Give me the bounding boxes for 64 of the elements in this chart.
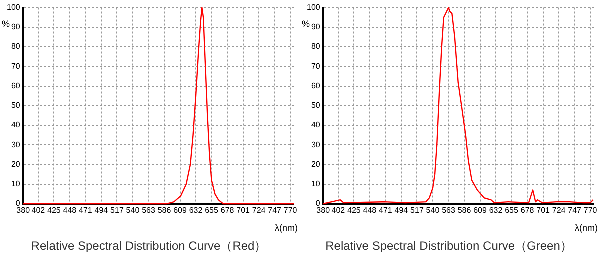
y-tick-label: 0 xyxy=(316,199,321,208)
x-tick-label: 724 xyxy=(552,206,566,216)
y-axis-title: % xyxy=(2,18,10,29)
y-tick-label: 40 xyxy=(311,120,321,130)
x-tick-label: 540 xyxy=(126,206,140,216)
y-tick-label: 80 xyxy=(311,42,321,52)
x-tick-label: 609 xyxy=(474,206,488,216)
x-tick-label: 448 xyxy=(363,206,378,216)
y-tick-label: 60 xyxy=(11,81,21,90)
y-tick-label: 70 xyxy=(311,62,321,71)
x-tick-label: 380 xyxy=(16,206,31,216)
x-tick-label: 402 xyxy=(32,206,46,216)
x-tick-label: 724 xyxy=(252,206,266,216)
y-tick-label: 10 xyxy=(11,180,21,189)
x-tick-label: 701 xyxy=(536,206,551,216)
y-tick-label: 0 xyxy=(16,199,21,208)
y-tick-label: 90 xyxy=(11,22,21,32)
x-tick-label: 747 xyxy=(268,206,282,216)
x-tick-label: 632 xyxy=(489,206,504,216)
y-tick-label: 70 xyxy=(11,62,21,71)
x-tick-label: 701 xyxy=(236,206,251,216)
x-tick-label: 770 xyxy=(584,206,598,216)
x-tick-label: 471 xyxy=(379,206,393,216)
y-tick-label: 80 xyxy=(11,42,21,52)
y-tick-label: 50 xyxy=(311,101,321,110)
x-tick-label: 517 xyxy=(410,206,424,216)
y-tick-label: 100 xyxy=(6,3,21,12)
x-tick-label: 632 xyxy=(189,206,204,216)
x-tick-label: 448 xyxy=(63,206,78,216)
x-tick-label: 563 xyxy=(442,206,456,216)
y-tick-label: 30 xyxy=(311,140,321,150)
x-tick-label: 655 xyxy=(205,206,219,216)
y-tick-label: 20 xyxy=(11,160,21,169)
x-tick-label: 494 xyxy=(394,206,409,216)
x-tick-label: 747 xyxy=(568,206,582,216)
x-tick-label: 425 xyxy=(348,206,362,216)
y-tick-label: 90 xyxy=(311,22,321,32)
y-tick-label: 100 xyxy=(306,3,321,12)
x-tick-label: 563 xyxy=(142,206,156,216)
y-tick-label: 20 xyxy=(311,160,321,169)
text: Relative Spectral Distribution Curve（Green） xyxy=(326,239,572,254)
y-tick-label: 30 xyxy=(11,140,21,150)
x-tick-label: 380 xyxy=(316,206,331,216)
y-axis-title: % xyxy=(302,18,310,29)
x-tick-label: 678 xyxy=(520,206,535,216)
x-tick-label: 402 xyxy=(332,206,346,216)
x-tick-label: 678 xyxy=(220,206,235,216)
y-tick-label: 40 xyxy=(11,120,21,130)
y-tick-label: 60 xyxy=(311,81,321,90)
x-tick-label: 540 xyxy=(426,206,440,216)
x-tick-label: 586 xyxy=(458,206,472,216)
text: Relative Spectral Distribution Curve（Red） xyxy=(31,239,267,254)
x-tick-label: 609 xyxy=(174,206,188,216)
x-tick-label: 517 xyxy=(110,206,124,216)
x-tick-label: 425 xyxy=(48,206,62,216)
x-axis-title: λ(nm) xyxy=(275,222,298,233)
x-tick-label: 770 xyxy=(284,206,298,216)
x-tick-label: 586 xyxy=(158,206,172,216)
x-axis-title: λ(nm) xyxy=(575,222,598,233)
x-tick-label: 471 xyxy=(79,206,93,216)
x-tick-label: 655 xyxy=(505,206,519,216)
y-tick-label: 50 xyxy=(11,101,21,110)
y-tick-label: 10 xyxy=(311,180,321,189)
x-tick-label: 494 xyxy=(94,206,109,216)
